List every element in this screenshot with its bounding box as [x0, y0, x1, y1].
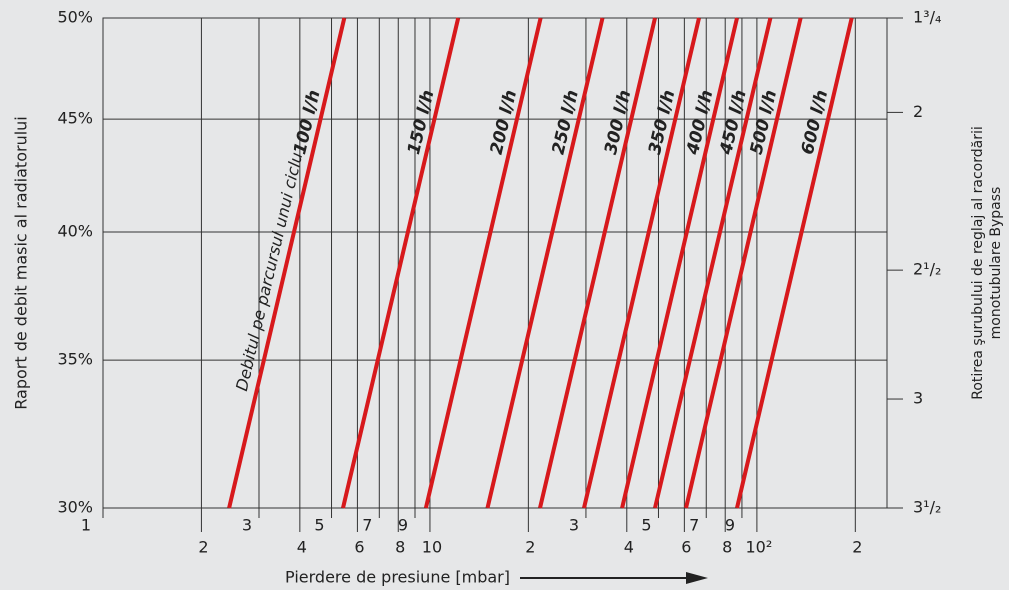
x-tick-label: 2 — [525, 538, 535, 557]
x-tick-label: 7 — [362, 516, 372, 535]
y-tick-label: 40% — [57, 222, 93, 241]
x-tick-label: 7 — [689, 516, 699, 535]
x-tick-label: 3 — [569, 516, 579, 535]
flow-line — [684, 17, 803, 509]
x-tick-label: 9 — [398, 516, 408, 535]
y-tick-label: 30% — [57, 498, 93, 517]
x-tick-label: 5 — [314, 516, 324, 535]
flow-line — [653, 17, 773, 509]
y2-tick-label: 2¹/₂ — [913, 260, 941, 279]
y2-tick-label: 2 — [913, 102, 923, 121]
y2-tick-label: 3¹/₂ — [913, 498, 941, 517]
flow-line — [735, 17, 854, 509]
flow-line — [620, 17, 739, 509]
flow-line — [423, 17, 543, 509]
x-tick-label: 6 — [681, 538, 691, 557]
y2-tick-label: 1³/₄ — [913, 8, 941, 27]
x-arrow — [520, 572, 708, 584]
x-axis-title: Pierdere de presiune [mbar] — [285, 568, 510, 587]
flow-line — [341, 17, 461, 509]
x-tick-label: 10 — [422, 538, 442, 557]
x-tick-label: 1 — [81, 516, 91, 535]
x-tick-label: 4 — [624, 538, 634, 557]
y-axis-title: Raport de debit masic al radiatorului — [12, 116, 31, 410]
x-tick-label: 6 — [354, 538, 364, 557]
flow-line — [582, 17, 701, 509]
y2-axis-title: monotubulare Bypass — [988, 187, 1004, 340]
flow-line — [485, 17, 605, 509]
y-tick-label: 45% — [57, 109, 93, 128]
x-tick-label: 2 — [852, 538, 862, 557]
y2-tick-label: 3 — [913, 389, 923, 408]
flow-line — [227, 17, 347, 509]
y2-axis-title: Rotirea şurubului de reglaj al racordări… — [970, 126, 986, 400]
x-tick-label: 8 — [722, 538, 732, 557]
y-tick-label: 35% — [57, 350, 93, 369]
x-tick-label: 10² — [746, 538, 773, 557]
x-tick-label: 5 — [641, 516, 651, 535]
y-tick-label: 50% — [57, 8, 93, 27]
x-tick-label: 2 — [198, 538, 208, 557]
flow-line — [538, 17, 657, 509]
x-tick-label: 8 — [395, 538, 405, 557]
x-tick-label: 4 — [297, 538, 307, 557]
x-tick-label: 9 — [725, 516, 735, 535]
x-tick-label: 3 — [242, 516, 252, 535]
